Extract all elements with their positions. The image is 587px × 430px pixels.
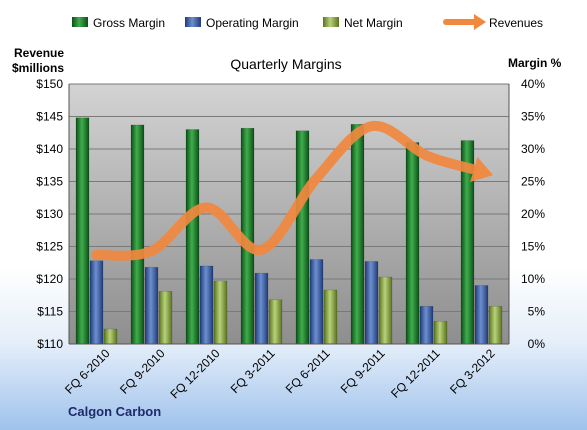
y-left-tick-label: $145	[36, 110, 63, 124]
bar-operating-margin	[419, 306, 434, 345]
y-right-tick-label: 0%	[528, 337, 546, 351]
bar-operating-margin	[364, 261, 379, 345]
bar-operating-margin	[199, 265, 214, 345]
revenue-line-layer	[91, 121, 494, 261]
bar-gross-margin	[350, 124, 365, 345]
y-left-tick-label: $125	[36, 240, 63, 254]
company-name: Calgon Carbon	[68, 404, 161, 419]
y-right-tick-label: 40%	[521, 77, 545, 91]
bar-gross-margin	[405, 142, 420, 345]
bar-net-margin	[268, 299, 283, 345]
legend-label-gross-margin: Gross Margin	[93, 16, 165, 30]
bar-operating-margin	[254, 272, 269, 345]
legend-item-net-margin: Net Margin	[323, 16, 403, 30]
x-tick-label: FQ 12-2011	[388, 346, 443, 401]
bar-net-margin	[213, 280, 228, 345]
x-tick-label: FQ 9-2011	[338, 346, 388, 396]
bar-net-margin	[323, 289, 338, 345]
y-right-tick-label: 10%	[521, 272, 545, 286]
x-tick-label: FQ 6-2011	[283, 346, 333, 396]
bar-gross-margin	[130, 124, 145, 345]
x-tick-label: FQ 9-2010	[117, 346, 168, 397]
y-right-tick-label: 20%	[521, 207, 545, 221]
y-left-tick-label: $130	[36, 207, 63, 221]
y-left-tick-label: $140	[36, 142, 63, 156]
bar-net-margin	[488, 306, 503, 345]
chart-title: Quarterly Margins	[230, 56, 341, 72]
revenue-arrowhead	[470, 157, 494, 182]
bar-net-margin	[103, 328, 118, 345]
y-left-tick-label: $120	[36, 272, 63, 286]
bar-gross-margin	[185, 129, 200, 345]
legend-label-revenues: Revenues	[489, 16, 543, 30]
legend-item-revenues: Revenues	[443, 14, 543, 30]
bar-gross-margin	[75, 117, 90, 345]
revenue-line	[91, 121, 477, 261]
y-right-tick-label: 35%	[521, 110, 545, 124]
bar-net-margin	[378, 276, 393, 345]
bar-operating-margin	[309, 259, 324, 345]
legend-item-gross-margin: Gross Margin	[72, 16, 165, 30]
legend-swatch-gross-margin	[72, 17, 88, 27]
bar-operating-margin	[89, 260, 104, 345]
y-left-tick-label: $115	[37, 305, 63, 319]
y-left-tick-label: $135	[36, 175, 63, 189]
bar-operating-margin	[474, 285, 489, 345]
bar-net-margin	[433, 321, 448, 345]
y-left-label-line1: Revenue	[14, 46, 64, 60]
bar-gross-margin	[295, 130, 310, 345]
y-right-tick-label: 30%	[521, 142, 545, 156]
bar-net-margin	[158, 291, 173, 345]
x-tick-label: FQ 6-2010	[62, 346, 113, 397]
legend: Gross Margin Operating Margin Net Margin…	[72, 14, 543, 30]
x-tick-label: FQ 3-2012	[447, 346, 498, 397]
legend-label-operating-margin: Operating Margin	[206, 16, 299, 30]
y-right-label: Margin %	[508, 56, 562, 70]
x-tick-label: FQ 12-2010	[167, 346, 222, 401]
legend-item-operating-margin: Operating Margin	[185, 16, 299, 30]
y-right-tick-label: 15%	[521, 240, 545, 254]
bar-operating-margin	[144, 267, 159, 345]
legend-swatch-net-margin	[323, 17, 339, 27]
legend-arrow-revenues	[474, 14, 486, 30]
y-left-label-line2: $millions	[12, 61, 64, 75]
legend-label-net-margin: Net Margin	[344, 16, 403, 30]
legend-swatch-operating-margin	[185, 17, 201, 27]
y-right-tick-label: 25%	[521, 175, 545, 189]
y-right-tick-label: 5%	[528, 305, 546, 319]
y-left-tick-label: $110	[37, 337, 63, 351]
y-left-tick-label: $150	[36, 77, 63, 91]
x-tick-label: FQ 3-2011	[228, 346, 278, 396]
